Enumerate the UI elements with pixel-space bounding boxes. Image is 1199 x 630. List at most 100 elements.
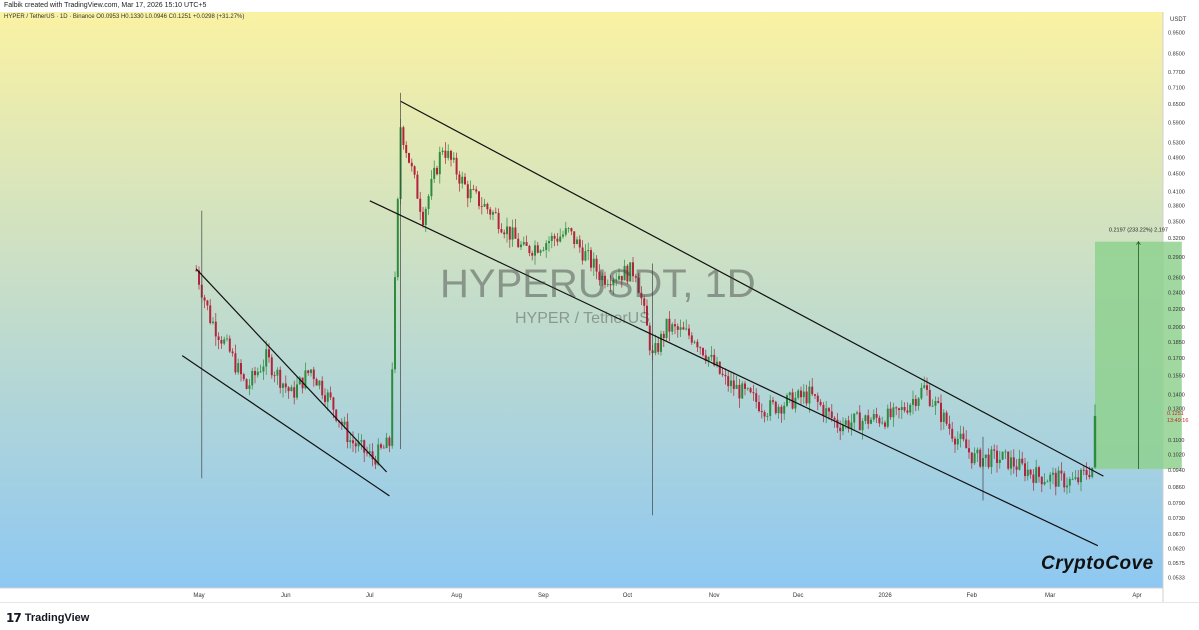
candle-body <box>534 245 536 256</box>
candle-body <box>217 336 220 340</box>
candle-body <box>1032 474 1035 483</box>
candle-body <box>1074 477 1077 479</box>
candle-body <box>942 412 945 422</box>
y-axis-tick-label: 0.1700 <box>1168 356 1185 362</box>
candle-body <box>744 383 746 389</box>
candle-body <box>1040 476 1043 485</box>
candle-body <box>856 412 858 414</box>
candle-body <box>704 355 707 361</box>
candle-body <box>195 270 198 272</box>
candle-body <box>906 410 909 413</box>
candle-body <box>948 423 951 429</box>
created-by-text: Falbik created with TradingView.com, Mar… <box>4 2 207 9</box>
candle-body <box>542 250 545 251</box>
candle-body <box>816 395 819 402</box>
candle-body <box>360 440 363 442</box>
candle-body <box>612 279 615 286</box>
candle-body <box>940 402 942 422</box>
footer-bar: 17 TradingView <box>0 602 1199 630</box>
candle-body <box>539 250 542 253</box>
x-axis-tick-label: 2026 <box>878 593 892 599</box>
candle-body <box>1080 469 1082 483</box>
candle-body <box>912 398 914 405</box>
channel-1-upper-trendline <box>195 268 388 473</box>
candle-body <box>861 421 864 431</box>
candle-body <box>450 150 452 160</box>
candle-body <box>1085 470 1088 475</box>
candle-body <box>707 356 710 361</box>
tradingview-logo[interactable]: 17 TradingView <box>6 611 89 625</box>
y-axis-tick-label: 0.2400 <box>1168 291 1185 297</box>
candle-body <box>965 439 968 449</box>
x-axis-tick-label: Jun <box>281 593 291 599</box>
candle-body <box>248 385 251 389</box>
y-axis-tick-label: 0.2000 <box>1168 325 1185 331</box>
y-axis-tick-label: 0.2900 <box>1168 255 1185 261</box>
candle-body <box>632 262 634 277</box>
candle-body <box>584 251 587 261</box>
candle-body <box>357 441 360 447</box>
x-axis-tick-label: Mar <box>1045 593 1055 599</box>
candle-body <box>951 428 954 439</box>
candle-body <box>962 433 965 440</box>
candle-body <box>693 341 696 343</box>
y-axis-tick-label: 0.0575 <box>1168 561 1185 567</box>
candle-body <box>447 150 450 158</box>
candle-body <box>688 328 690 336</box>
candle-body <box>531 253 534 256</box>
y-axis-tick-label: 0.4100 <box>1168 189 1185 195</box>
candle-body <box>413 166 416 175</box>
candle-body <box>702 348 704 356</box>
candle-body <box>601 275 604 281</box>
y-axis-tick-label: 0.0620 <box>1168 547 1185 553</box>
candle-body <box>290 387 293 392</box>
candle-body <box>1012 457 1015 467</box>
candle-body <box>346 421 349 443</box>
y-axis-tick-label: 0.1300 <box>1168 407 1185 413</box>
candle-body <box>564 228 567 235</box>
candle-body <box>514 227 517 239</box>
candle-body <box>212 321 214 323</box>
candle-body <box>643 298 646 306</box>
candle-body <box>814 394 816 396</box>
price-chart[interactable]: 0.2197 (233.22%) 2,197 USDT 0.9500 0.8500 0… <box>0 0 1199 602</box>
candle-body <box>662 333 665 339</box>
y-axis-tick-label: 0.0860 <box>1168 485 1185 491</box>
x-axis-tick-label: Sep <box>538 593 549 599</box>
candle-body <box>1010 457 1012 469</box>
candle-body <box>721 373 724 375</box>
candle-body <box>282 383 284 388</box>
candle-body <box>654 343 657 354</box>
candle-body <box>749 388 752 393</box>
candle-body <box>486 203 489 210</box>
candle-body <box>570 228 573 232</box>
candle-body <box>500 229 503 233</box>
candle-body <box>1007 451 1010 469</box>
candle-body <box>755 393 758 402</box>
candle-body <box>273 375 276 377</box>
candle-body <box>419 198 422 212</box>
candle-body <box>945 412 948 424</box>
candle-body <box>1082 469 1085 471</box>
candle-body <box>1001 451 1004 460</box>
candle-body <box>268 349 270 358</box>
candle-body <box>811 386 814 395</box>
candle-body <box>497 212 500 230</box>
candle-body <box>1026 469 1029 477</box>
candle-body <box>996 450 998 464</box>
y-axis-tick-label: 0.0730 <box>1168 516 1185 522</box>
candle-body <box>780 406 783 414</box>
y-axis-tick-label: 0.1020 <box>1168 453 1185 459</box>
candle-body <box>1060 470 1063 474</box>
candle-body <box>735 384 738 389</box>
y-axis-tick-label: 0.1100 <box>1168 438 1184 444</box>
candle-body <box>727 376 730 387</box>
candle-body <box>676 326 679 330</box>
candle-body <box>581 247 584 261</box>
candle-body <box>1018 458 1021 470</box>
candle-body <box>836 419 839 428</box>
candle-body <box>979 449 982 467</box>
y-axis-tick-label: 0.8500 <box>1168 51 1185 57</box>
candle-body <box>237 363 240 373</box>
candle-body <box>724 374 727 377</box>
